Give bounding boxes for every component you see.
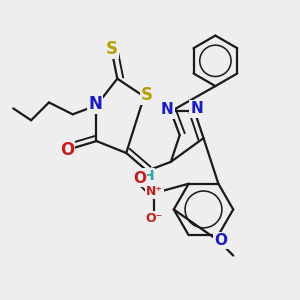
Text: O: O [214,233,227,248]
Text: N: N [161,102,174,117]
Text: N: N [190,101,203,116]
Text: N⁺: N⁺ [146,185,163,198]
Text: S: S [141,86,153,104]
Text: N: N [88,95,102,113]
Text: H: H [143,169,154,183]
Text: O: O [60,141,74,159]
Text: O⁻: O⁻ [146,212,163,225]
Text: S: S [105,40,117,58]
Text: O: O [133,171,146,186]
